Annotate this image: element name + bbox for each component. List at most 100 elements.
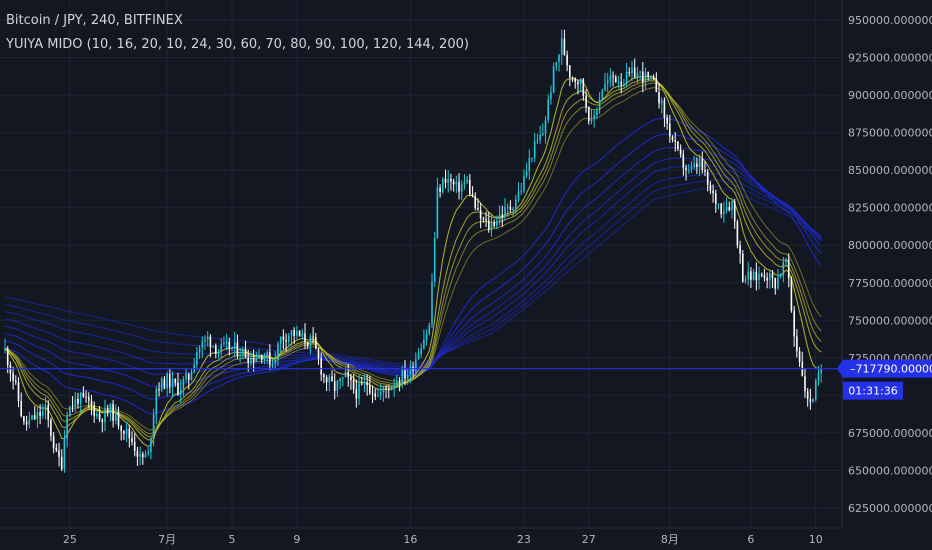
candle-body (706, 171, 709, 185)
candle-body (301, 333, 304, 337)
candle (747, 261, 749, 286)
candle (42, 403, 44, 420)
candle (482, 216, 485, 223)
candle-body (585, 95, 587, 108)
candle (358, 375, 360, 405)
candle (366, 374, 368, 396)
candle (47, 400, 49, 428)
candle-body (166, 374, 168, 389)
candle-body (6, 348, 9, 366)
candle-body (155, 389, 158, 415)
candle (242, 346, 244, 360)
candle (690, 161, 693, 173)
price-tick-label: 875000.00000000 (848, 127, 932, 140)
candle (547, 94, 549, 124)
candle-body (147, 452, 149, 454)
candle-body (369, 385, 371, 393)
candle (74, 391, 77, 412)
candle (379, 383, 382, 400)
last-price-label: –717790.00000000 (837, 359, 932, 378)
candle-body (409, 367, 412, 375)
candle (631, 60, 633, 82)
candle (628, 67, 631, 77)
candle (512, 206, 514, 217)
candle-body (252, 357, 255, 362)
candle-body (131, 438, 133, 442)
candle (696, 157, 698, 174)
candle-body (601, 90, 604, 100)
candle-body (109, 403, 112, 414)
candle (766, 272, 768, 289)
candle (252, 349, 255, 372)
candle (582, 78, 585, 101)
candle-body (390, 386, 393, 391)
candle (150, 437, 152, 460)
candle (674, 132, 676, 152)
candle-body (596, 110, 598, 116)
candle (90, 394, 93, 416)
candle (423, 329, 425, 350)
candle (212, 345, 214, 349)
time-tick-label: 8月 (661, 533, 679, 546)
candle (115, 404, 117, 425)
candle (688, 164, 690, 174)
candle (93, 401, 95, 423)
candle (444, 169, 447, 189)
candle (742, 250, 744, 283)
price-label-text: –717790.00000000 (850, 363, 932, 376)
candle (485, 211, 487, 228)
candle-body (612, 75, 614, 77)
candle (596, 107, 598, 119)
time-tick-label: 25 (63, 533, 77, 546)
candle-body (787, 259, 790, 279)
candle-body (352, 380, 355, 390)
candle (363, 373, 366, 393)
candle-body (633, 67, 636, 78)
candle-body (182, 379, 185, 389)
candle (63, 429, 66, 473)
candle (155, 386, 158, 425)
candle-body (52, 435, 55, 448)
candle (717, 203, 720, 210)
candle (420, 343, 422, 359)
candle-body (339, 378, 341, 382)
candle (285, 333, 287, 352)
candle-body (347, 372, 349, 377)
candle (279, 336, 282, 353)
candle-body (315, 337, 317, 349)
candle-body (231, 347, 233, 350)
candle-body (169, 374, 171, 388)
candle (588, 106, 590, 125)
candle-body (733, 201, 736, 222)
candle (298, 330, 301, 337)
candle-body (385, 387, 387, 389)
time-tick-label: 5 (229, 533, 236, 546)
candle-body (644, 71, 647, 83)
candle (328, 374, 331, 392)
candle (677, 141, 679, 152)
candle-body (293, 330, 295, 336)
candle-body (12, 373, 14, 381)
candle (106, 404, 109, 417)
time-tick-label: 16 (403, 533, 417, 546)
candle (750, 267, 752, 288)
candle (288, 332, 290, 347)
candle-body (279, 336, 282, 344)
time-axis[interactable]: 25 7月 5 9 16 23 27 8月 6 10 (63, 533, 823, 546)
candle-body (669, 123, 671, 137)
candle (104, 399, 106, 432)
candle (33, 406, 36, 421)
candle (552, 62, 555, 94)
candle-body (804, 376, 806, 392)
candle-body (152, 414, 155, 439)
candle (536, 133, 539, 145)
candle-body (566, 55, 568, 66)
candle (669, 115, 671, 143)
candle-body (263, 357, 266, 360)
candle (31, 414, 33, 421)
candle-body (163, 378, 166, 389)
price-label-box (843, 359, 932, 378)
candle-body (290, 330, 293, 336)
candle-body (528, 158, 531, 172)
